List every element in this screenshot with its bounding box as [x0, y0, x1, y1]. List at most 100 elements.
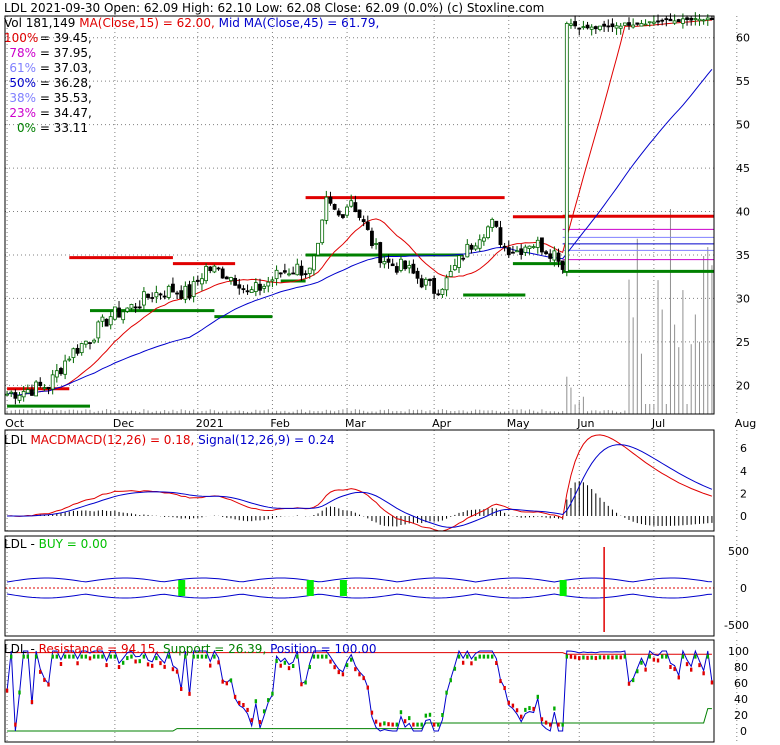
- position-bar: [573, 655, 577, 660]
- sr-tick-label: 80: [734, 661, 748, 674]
- position-bar: [420, 722, 423, 727]
- position-bar: [461, 660, 465, 665]
- candle-body: [179, 290, 184, 299]
- position-bar: [640, 660, 643, 665]
- candle-body: [146, 293, 150, 298]
- buy-signal-marker: [178, 580, 186, 596]
- candle-body: [419, 278, 424, 288]
- position-bar: [333, 665, 336, 670]
- candle-body: [299, 265, 304, 276]
- position-bar: [486, 654, 490, 659]
- position-bar: [698, 663, 701, 668]
- position-bar: [441, 713, 444, 718]
- fibonacci-lines: [562, 214, 714, 273]
- position-bar: [631, 678, 635, 683]
- candle-body: [129, 304, 134, 309]
- candle-body: [598, 25, 602, 30]
- position-bar: [308, 664, 311, 669]
- position-bar: [557, 722, 560, 727]
- position-bar: [532, 706, 535, 711]
- candle-body: [17, 395, 22, 401]
- panel-frame: [4, 535, 715, 637]
- position-bar: [101, 654, 104, 659]
- macd-tick-label: 0: [740, 510, 747, 523]
- position-bar: [470, 661, 473, 666]
- macd-tick-label: 6: [740, 442, 747, 455]
- position-bar: [437, 722, 440, 727]
- candle-body: [544, 251, 548, 255]
- position-bar: [350, 657, 353, 662]
- panel-frame: [4, 429, 715, 532]
- position-bar: [192, 654, 195, 659]
- candle-body: [212, 265, 217, 273]
- position-bar: [540, 717, 544, 722]
- candle-body: [465, 243, 470, 258]
- position-bar: [246, 707, 249, 712]
- position-bar: [134, 659, 137, 664]
- position-bar: [213, 654, 216, 659]
- fib-pct: 61%: [9, 61, 36, 75]
- candle-body: [253, 282, 258, 292]
- candle-body: [705, 17, 710, 21]
- position-bar: [578, 656, 581, 661]
- candle-body: [610, 23, 615, 28]
- candle-body: [390, 263, 395, 267]
- month-label: 2021: [196, 417, 224, 430]
- fib-pct: 78%: [9, 46, 36, 60]
- candle-body: [30, 389, 34, 396]
- candle-body: [166, 285, 171, 298]
- buy-signal-marker: [559, 580, 567, 596]
- position-bar: [424, 713, 428, 718]
- candle-body: [498, 227, 503, 245]
- position-bar: [337, 670, 340, 675]
- candle-body: [121, 311, 126, 321]
- position-bar: [130, 654, 133, 659]
- fib-value: = 37.03,: [36, 61, 92, 75]
- position-bar: [51, 654, 54, 659]
- position-bar: [312, 654, 316, 659]
- candle-body: [266, 281, 271, 287]
- candle-body: [452, 265, 457, 271]
- month-label: Oct: [5, 417, 25, 430]
- position-bar: [395, 722, 399, 727]
- candle-body: [693, 18, 698, 20]
- candle-body: [564, 23, 569, 272]
- candle-body: [473, 245, 478, 250]
- position-bar: [648, 654, 651, 659]
- ma45-line: [6, 68, 713, 396]
- candle-body: [656, 20, 660, 23]
- candle-body: [631, 24, 636, 28]
- position-bar: [117, 665, 121, 670]
- position-bar: [287, 666, 291, 671]
- buy-tick-label: -500: [724, 619, 749, 632]
- month-label: May: [507, 417, 530, 430]
- position-bar: [225, 681, 229, 686]
- position-bar: [403, 719, 407, 724]
- sr-tick-label: 20: [734, 709, 748, 722]
- candle-body: [67, 358, 72, 361]
- candle-body: [216, 267, 221, 270]
- ma15-line: [6, 19, 712, 396]
- fib-level-4: 38% = 35.53,: [4, 91, 544, 106]
- candle-body: [117, 307, 121, 318]
- position-bar: [569, 654, 573, 659]
- fib-pct: 50%: [9, 76, 36, 90]
- candle-body: [403, 260, 408, 270]
- position-bar: [412, 722, 415, 727]
- candle-body: [651, 21, 656, 24]
- position-bar: [121, 660, 125, 665]
- buy-ticker: LDL: [4, 537, 27, 551]
- position-bar: [428, 712, 432, 717]
- fib-pct: 100%: [4, 31, 39, 45]
- candle-body: [282, 270, 287, 273]
- candle-body: [494, 220, 499, 227]
- candle-body: [137, 306, 142, 309]
- position-bar: [623, 654, 627, 659]
- position-bar: [482, 654, 486, 659]
- price-tick-label: 30: [736, 292, 750, 305]
- month-label: Mar: [345, 417, 366, 430]
- candle-body: [378, 242, 383, 264]
- candle-body: [490, 218, 495, 228]
- candle-body: [382, 261, 387, 265]
- candle-body: [357, 209, 362, 218]
